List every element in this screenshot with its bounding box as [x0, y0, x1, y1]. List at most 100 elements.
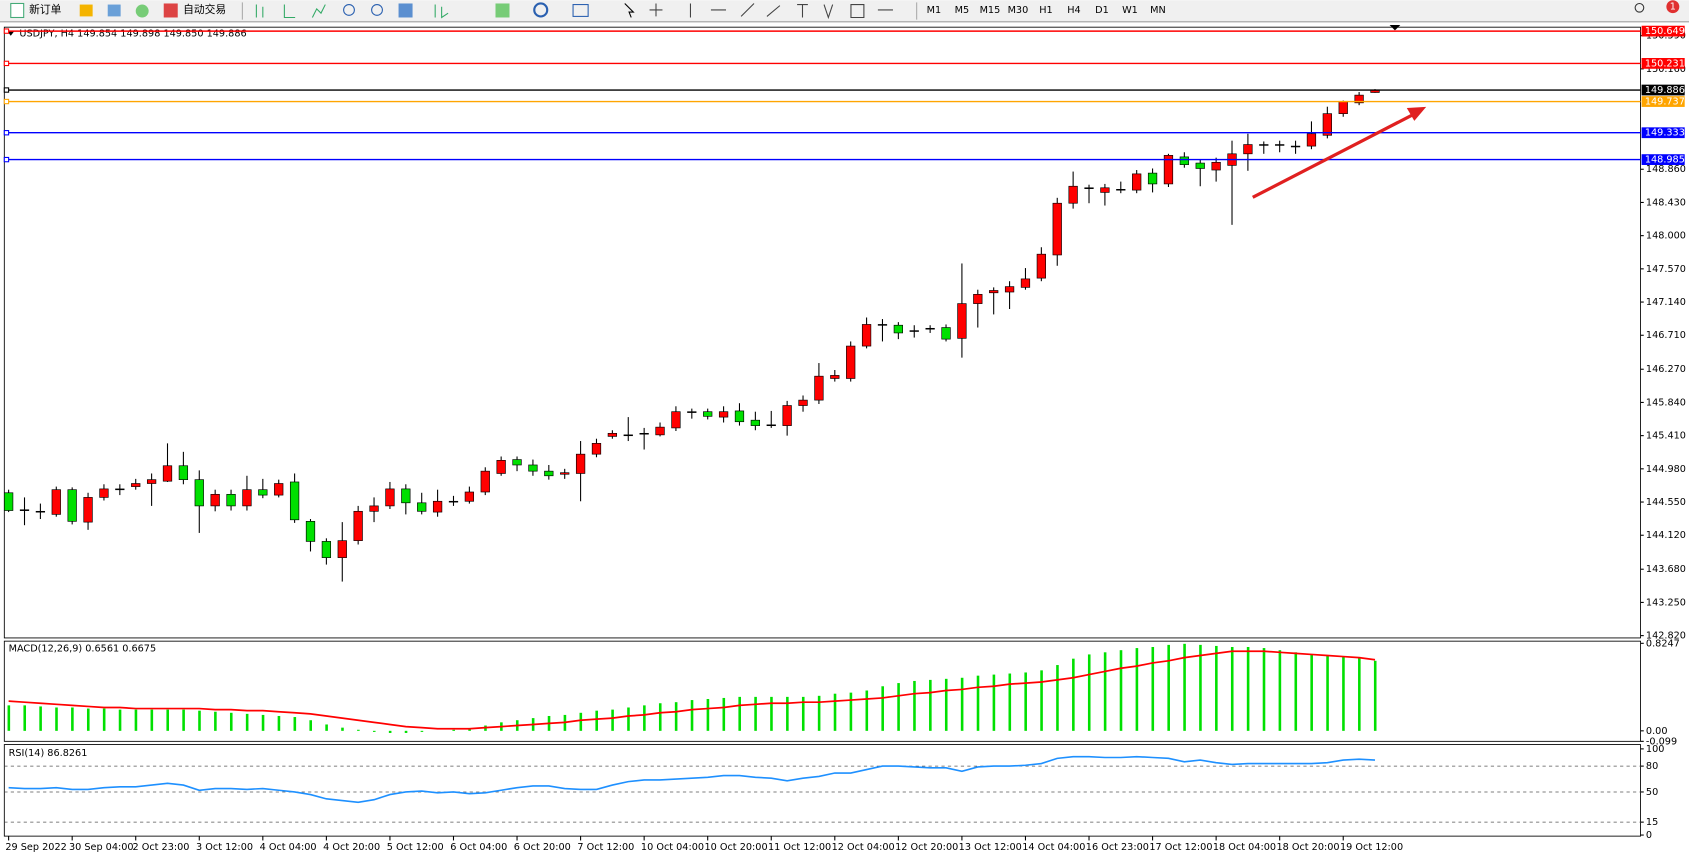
candle-body — [3, 492, 14, 511]
search[interactable] — [1634, 2, 1645, 13]
candle-body — [1132, 173, 1142, 191]
y-tick-label: 144.550 — [1646, 497, 1686, 508]
macd-bar — [55, 707, 58, 731]
macd-bar — [706, 698, 710, 731]
macd-bar — [1024, 672, 1027, 731]
macd-bar — [865, 690, 869, 731]
candle-body — [973, 294, 983, 304]
macd-bar — [1135, 648, 1139, 731]
macd-bar — [1103, 652, 1107, 731]
level-handle — [3, 87, 10, 93]
macd-bar — [1278, 650, 1282, 731]
toolbar-icon[interactable] — [107, 4, 121, 17]
zoom-out[interactable] — [371, 4, 383, 16]
drawing-tools[interactable] — [649, 3, 893, 20]
x-tick-label: 18 Oct 04:00 — [1213, 842, 1276, 853]
timeframe-button[interactable]: M5 — [955, 5, 970, 16]
timeframe-button[interactable]: M1 — [927, 5, 942, 16]
macd-bar — [357, 729, 360, 731]
timeframe-button[interactable]: H4 — [1067, 5, 1080, 16]
y-tick-label: 144.980 — [1646, 464, 1686, 475]
timeframe-button[interactable]: M30 — [1008, 5, 1029, 16]
candle-body — [718, 411, 729, 418]
candle-body — [162, 465, 173, 482]
macd-bar — [817, 695, 821, 731]
candle-body — [258, 489, 268, 496]
timeframe-button[interactable]: W1 — [1122, 5, 1138, 16]
candle-body — [814, 375, 824, 401]
macd-bar — [325, 724, 328, 731]
macd-bar — [881, 686, 884, 731]
candle-body — [448, 500, 459, 503]
macd-bar — [722, 697, 726, 731]
candle-body — [1004, 286, 1015, 293]
macd-bar — [420, 730, 424, 732]
notification-badge[interactable] — [1666, 0, 1680, 14]
cursor[interactable] — [624, 3, 635, 18]
zoom-in[interactable] — [343, 4, 355, 16]
macd-bar — [198, 710, 201, 731]
macd-bar — [833, 693, 837, 731]
x-tick-label: 14 Oct 04:00 — [1022, 842, 1085, 853]
timeframe-button[interactable]: D1 — [1095, 5, 1109, 16]
level-label-bg — [1641, 58, 1685, 69]
macd-bar — [849, 692, 853, 731]
candle-body — [941, 327, 951, 340]
y-tick-label: 50 — [1646, 787, 1658, 798]
toolbar-icon[interactable] — [135, 4, 149, 18]
notification-count: 1 — [1670, 2, 1676, 13]
macd-bar — [627, 707, 630, 731]
indicators[interactable] — [495, 3, 510, 18]
macd-bar — [1167, 644, 1170, 731]
macd-bar — [71, 707, 74, 731]
candle-body — [353, 510, 363, 541]
candle-body — [560, 472, 570, 475]
macd-bar — [1310, 654, 1313, 731]
macd-bar — [341, 727, 344, 731]
candle-body — [639, 432, 649, 435]
candle-body — [1290, 145, 1301, 148]
timeframe-button[interactable]: MN — [1150, 5, 1166, 16]
timeframe-button[interactable]: H1 — [1039, 5, 1052, 16]
macd-bar — [674, 702, 678, 731]
macd-bar — [992, 674, 996, 731]
new-order-button[interactable]: 新订单 — [29, 3, 62, 16]
macd-panel — [3, 640, 1641, 742]
candle-body — [401, 488, 411, 504]
y-tick-label: 0.00 — [1646, 726, 1668, 737]
tile-windows[interactable] — [398, 3, 413, 18]
periods[interactable] — [533, 2, 549, 18]
x-tick-label: 4 Oct 04:00 — [260, 842, 317, 853]
auto-trading-button[interactable]: 自动交易 — [183, 3, 226, 16]
candle-body — [623, 434, 633, 437]
x-tick-label: 6 Oct 20:00 — [514, 842, 571, 853]
macd-bar — [786, 696, 789, 731]
chart-type-icons[interactable] — [255, 4, 326, 19]
shift-marker — [1389, 25, 1401, 31]
x-tick-label: 13 Oct 12:00 — [959, 842, 1022, 853]
x-tick-label: 10 Oct 20:00 — [704, 842, 767, 853]
candle-body — [591, 443, 602, 455]
macd-bar — [261, 714, 265, 731]
candle-body — [1275, 144, 1285, 146]
macd-bar — [1326, 655, 1329, 731]
level-label-bg — [1641, 84, 1685, 96]
candle-body — [226, 493, 236, 507]
x-tick-label: 10 Oct 04:00 — [641, 842, 704, 853]
timeframe-button[interactable]: M15 — [980, 5, 1001, 16]
macd-bar — [23, 705, 27, 731]
candle-body — [417, 502, 427, 512]
y-tick-label: 143.250 — [1646, 597, 1686, 608]
toolbar-icon[interactable] — [79, 4, 93, 17]
templates[interactable] — [572, 4, 589, 17]
macd-bar — [452, 729, 455, 731]
level-label-bg — [1641, 25, 1685, 37]
macd-bar — [102, 708, 106, 731]
macd-bar — [929, 679, 932, 731]
macd-bar — [86, 708, 90, 731]
macd-bar — [1072, 658, 1075, 731]
scroll-icon[interactable] — [434, 4, 449, 19]
level-handle — [3, 130, 10, 136]
candle-body — [67, 489, 77, 522]
candle-body — [1084, 187, 1094, 189]
